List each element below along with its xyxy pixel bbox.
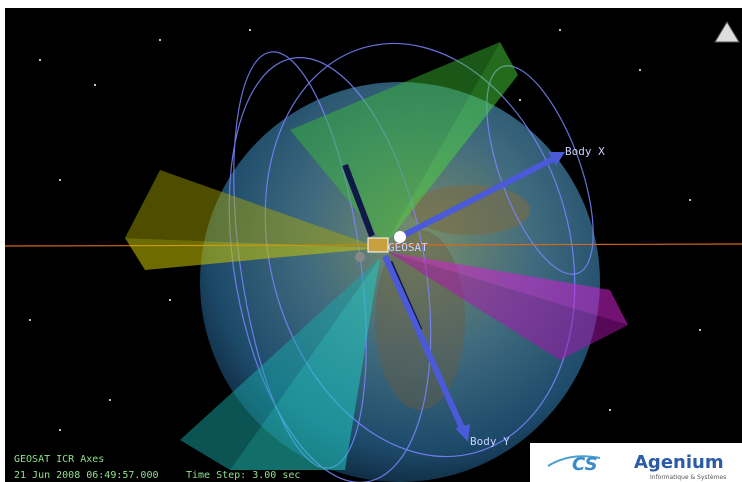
body-x-arrow [398,155,557,240]
sensor-cone-green [290,42,500,245]
sensor-cone-yellow [125,170,380,248]
logo-mark: CS [572,454,598,475]
satellite-label: GEOSAT [388,241,428,254]
logo-panel [530,443,742,482]
sensor-cone-cyan [180,258,380,470]
logo-name: Agenium [634,452,724,473]
satellite [367,237,389,253]
land [410,185,530,235]
status-time-step: Time Step: 3.00 sec [186,470,300,481]
compass-icon[interactable] [714,21,740,43]
stars [29,29,701,431]
logo-tagline: Informatique & Systèmes [650,474,726,481]
sensor-cone-yellow [125,238,380,270]
logo-swoosh [547,455,601,467]
arrow-head [548,152,565,166]
axis-label: Body Y [470,435,510,448]
sensor-cone-green [385,42,518,245]
arrow-head [455,424,470,442]
solar-panel [342,163,375,238]
status-frame: GEOSAT ICR Axes [14,454,104,465]
body-y-arrow [382,254,465,430]
status-time: 21 Jun 2008 06:49:57.000 [14,470,159,481]
sensor-cone-magenta [388,252,628,360]
moon-marker [355,252,365,262]
sun-marker [394,231,406,243]
axis-label: Body X [565,145,605,158]
